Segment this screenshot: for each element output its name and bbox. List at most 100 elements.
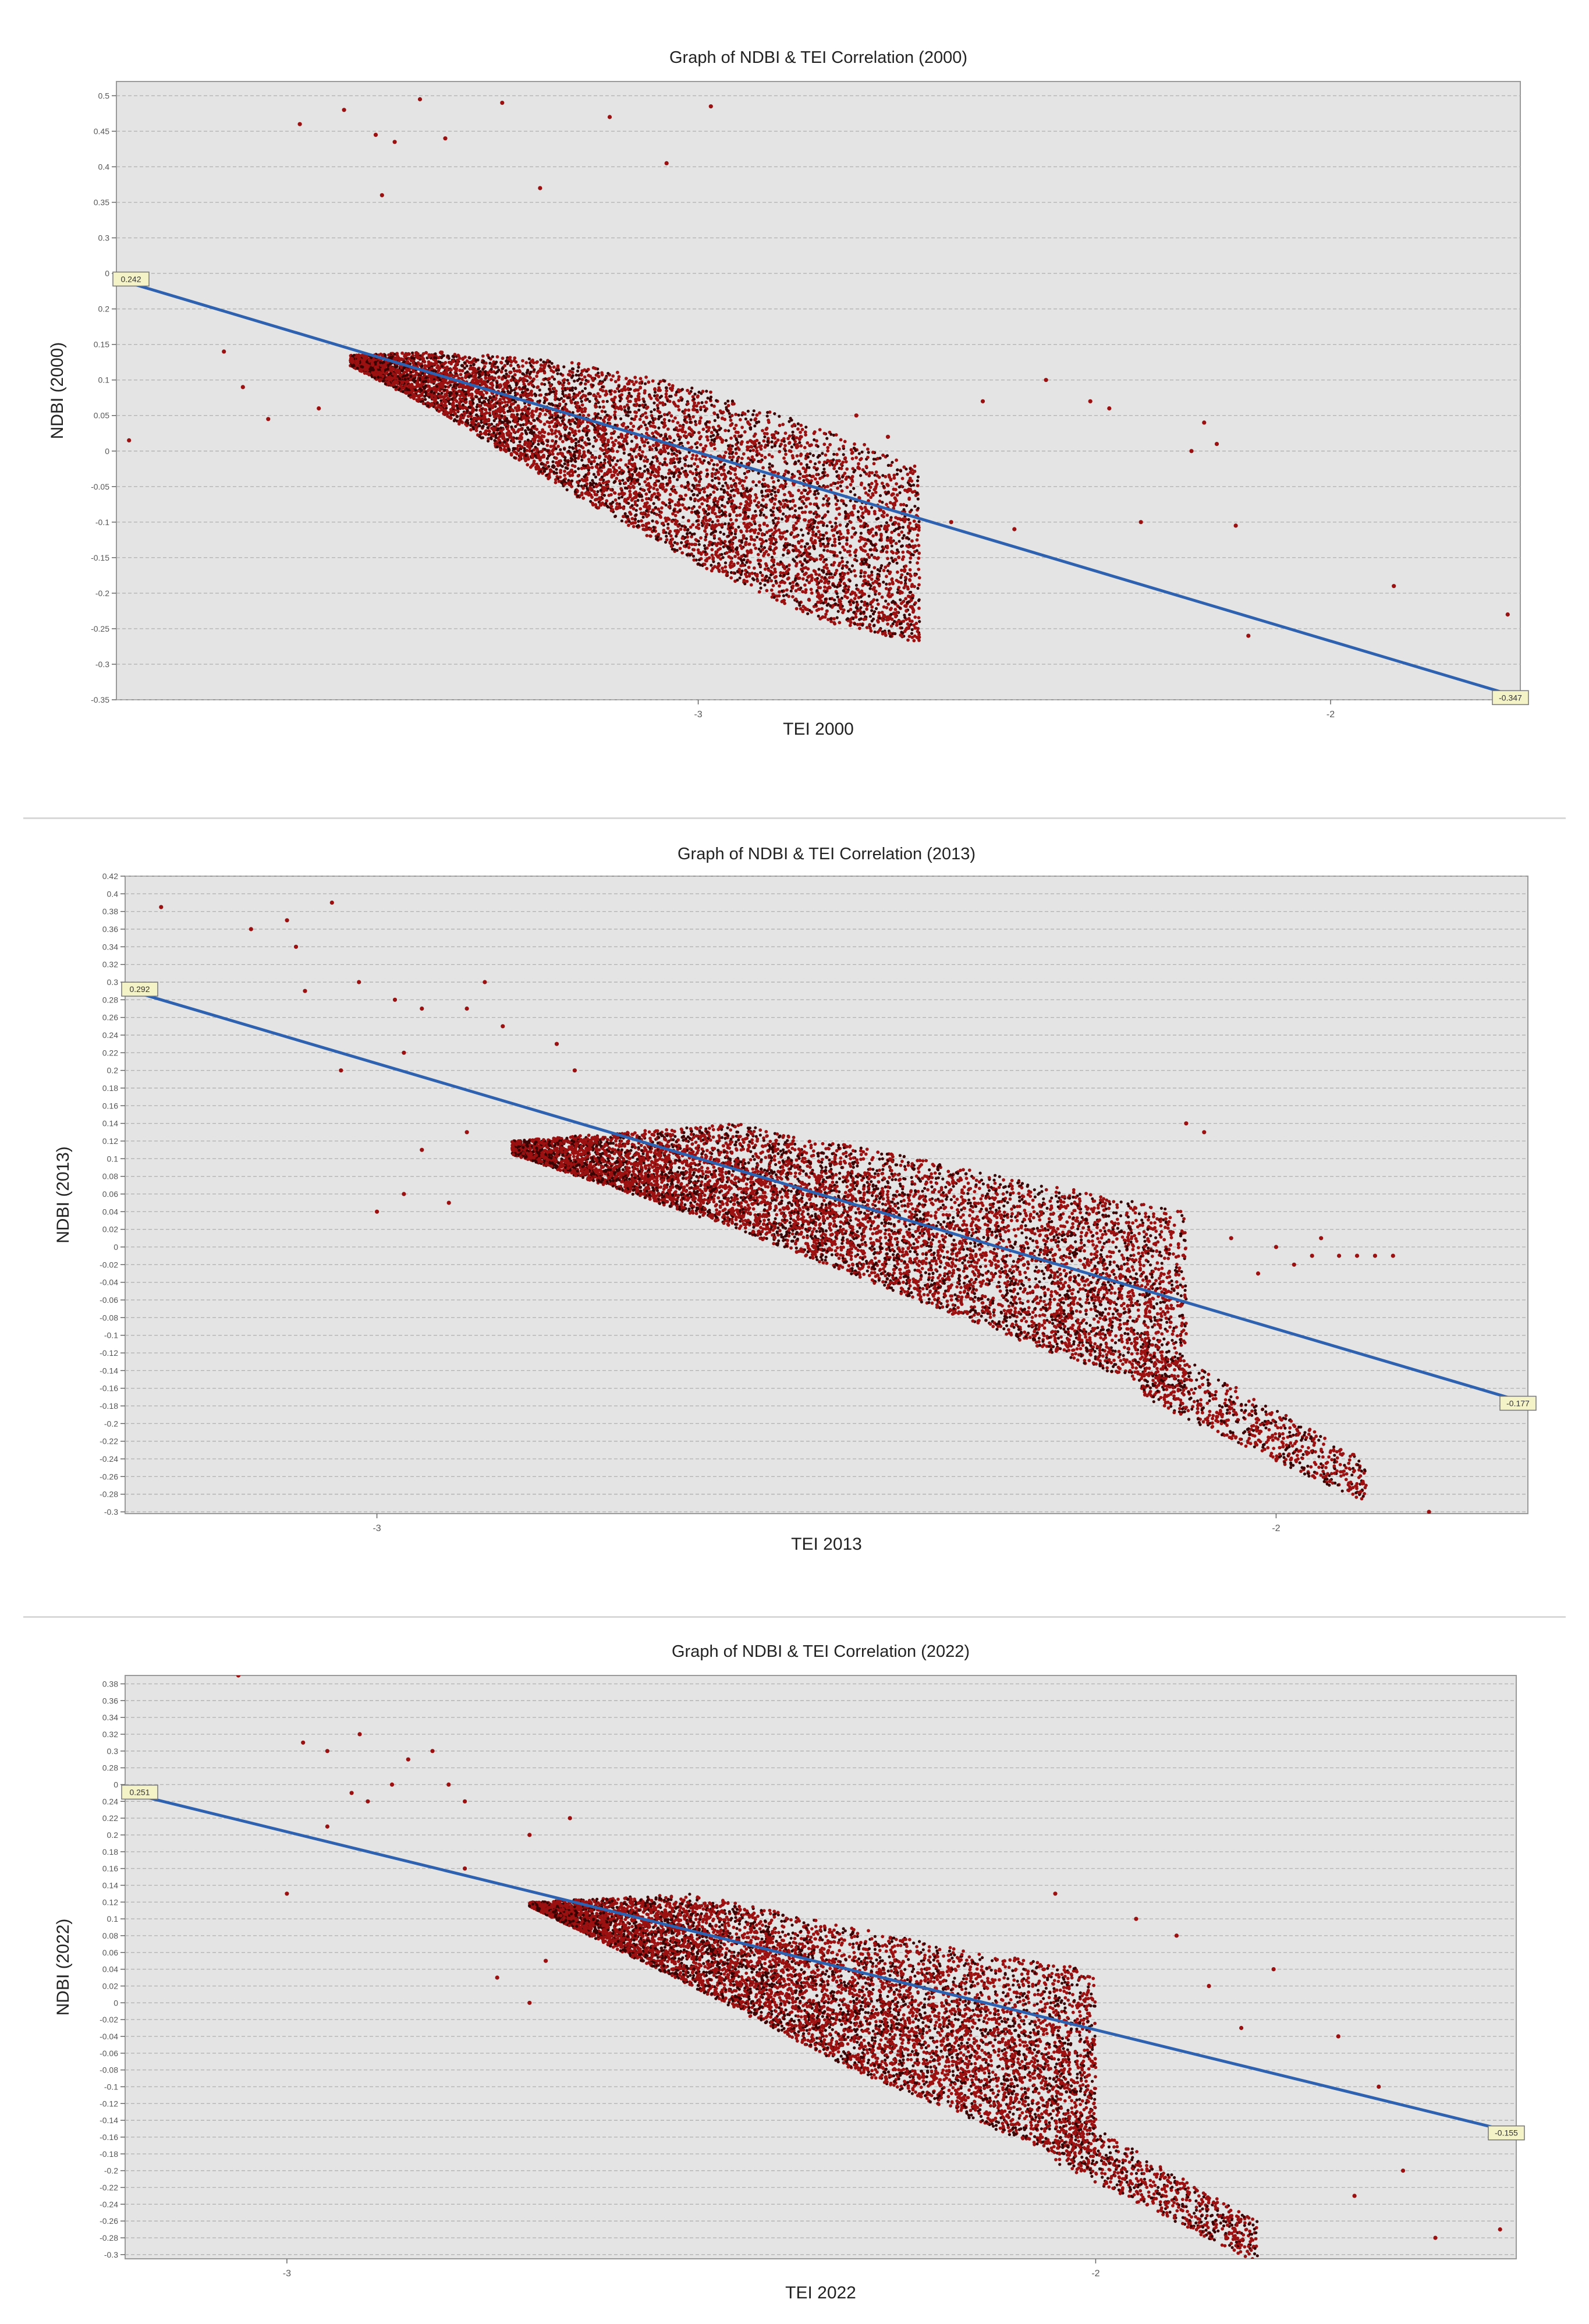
- scatter-point: [597, 412, 600, 416]
- scatter-point: [799, 430, 802, 434]
- scatter-point: [875, 598, 879, 602]
- scatter-point: [800, 511, 804, 514]
- scatter-point: [609, 392, 613, 396]
- scatter-point: [822, 523, 825, 527]
- scatter-point: [591, 479, 594, 482]
- scatter-point: [574, 441, 578, 445]
- scatter-point: [710, 438, 714, 442]
- scatter-point: [580, 410, 584, 414]
- scatter-point: [551, 452, 555, 456]
- scatter-point: [835, 616, 839, 619]
- scatter-point: [801, 590, 804, 594]
- scatter-point: [753, 424, 757, 428]
- scatter-point: [833, 540, 836, 544]
- scatter-point: [655, 431, 659, 435]
- scatter-point: [735, 513, 739, 518]
- scatter-point: [771, 555, 774, 559]
- scatter-point: [594, 482, 598, 486]
- scatter-point: [742, 452, 746, 456]
- scatter-point: [549, 444, 553, 448]
- scatter-point: [796, 427, 800, 431]
- scatter-point: [691, 523, 695, 527]
- scatter-point: [475, 395, 478, 399]
- scatter-point: [526, 426, 530, 430]
- y-axis-label: NDBI (2000): [48, 342, 67, 440]
- scatter-point: [600, 373, 604, 377]
- scatter-point: [464, 406, 467, 410]
- scatter-point: [673, 548, 676, 551]
- scatter-point: [580, 466, 584, 470]
- scatter-point: [847, 585, 850, 589]
- scatter-point: [852, 617, 855, 621]
- scatter-point: [900, 477, 905, 480]
- scatter-point: [581, 413, 586, 417]
- scatter-point: [673, 416, 677, 420]
- scatter-point: [909, 529, 912, 533]
- scatter-point: [864, 491, 868, 495]
- scatter-point: [791, 430, 794, 434]
- scatter-point: [825, 610, 829, 613]
- scatter-point: [676, 530, 680, 533]
- scatter-point: [534, 409, 538, 413]
- scatter-point: [637, 519, 640, 523]
- scatter-point: [730, 502, 733, 505]
- scatter-point: [712, 463, 716, 466]
- scatter-point: [568, 427, 572, 430]
- scatter-point: [633, 521, 637, 525]
- scatter-point: [633, 469, 637, 473]
- scatter-point: [806, 567, 810, 571]
- scatter-point: [804, 433, 807, 437]
- scatter-point: [893, 601, 897, 604]
- scatter-point: [580, 403, 584, 407]
- scatter-point: [843, 548, 846, 552]
- scatter-point: [459, 415, 463, 418]
- scatter-point: [603, 378, 606, 382]
- scatter-point: [627, 453, 631, 456]
- scatter-point: [750, 571, 754, 575]
- scatter-point: [846, 531, 850, 535]
- scatter-point: [776, 516, 781, 520]
- scatter-point: [744, 417, 747, 421]
- scatter-point: [908, 613, 911, 617]
- scatter-point: [515, 437, 519, 440]
- scatter-point: [835, 585, 839, 589]
- scatter-point: [455, 415, 459, 418]
- scatter-point: [723, 561, 728, 565]
- scatter-point: [662, 413, 666, 416]
- scatter-point: [686, 481, 690, 484]
- scatter-point: [769, 565, 774, 569]
- scatter-point: [693, 462, 696, 466]
- scatter-point: [652, 467, 656, 470]
- scatter-point: [666, 526, 670, 530]
- scatter-point: [725, 551, 729, 555]
- scatter-point: [844, 460, 848, 463]
- scatter-point: [847, 600, 851, 604]
- scatter-point: [548, 416, 552, 420]
- scatter-point: [908, 521, 912, 525]
- scatter-point: [773, 412, 776, 416]
- scatter-point: [697, 483, 701, 487]
- scatter-point: [458, 369, 462, 373]
- scatter-point: [566, 460, 570, 463]
- scatter-point: [577, 449, 581, 453]
- scatter-point: [893, 497, 898, 501]
- scatter-point: [736, 578, 739, 582]
- scatter-point: [500, 401, 504, 405]
- scatter-point: [779, 442, 783, 446]
- scatter-point: [693, 401, 697, 405]
- scatter-point: [535, 462, 538, 466]
- scatter-point: [817, 573, 821, 577]
- scatter-point: [740, 569, 744, 573]
- scatter-point: [501, 437, 505, 440]
- scatter-point: [917, 556, 921, 560]
- scatter-point: [743, 472, 746, 476]
- scatter-point: [458, 397, 462, 401]
- scatter-point: [870, 481, 874, 486]
- scatter-point: [776, 488, 781, 493]
- scatter-point: [715, 544, 719, 547]
- scatter-point: [449, 408, 453, 412]
- scatter-point: [540, 382, 544, 386]
- scatter-point: [691, 408, 695, 412]
- scatter-point: [797, 459, 800, 463]
- scatter-point: [782, 440, 786, 443]
